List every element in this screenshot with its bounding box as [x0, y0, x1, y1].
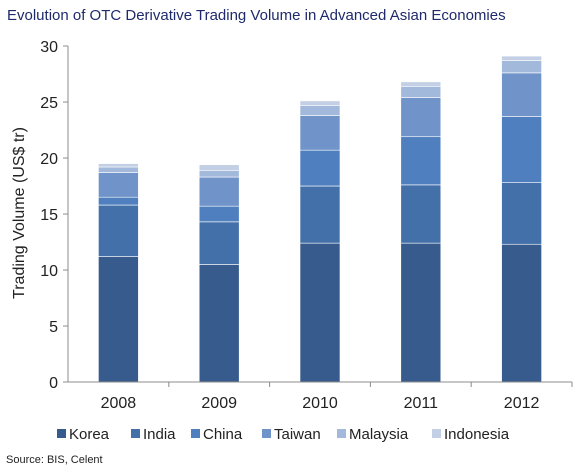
legend-label-china: China: [203, 426, 243, 443]
bar-segment-india-2012: [501, 182, 542, 245]
bar-segment-malaysia-2012: [501, 60, 542, 74]
y-tick-label: 0: [49, 375, 58, 392]
bar-segment-indonesia-2011: [400, 81, 442, 87]
bar-segment-taiwan-2012: [501, 72, 542, 117]
legend-swatch-india: [131, 429, 140, 438]
bar-segment-korea-2010: [299, 242, 341, 383]
bar-segment-korea-2012: [501, 243, 542, 383]
x-tick-label: 2010: [302, 395, 338, 412]
bar-segment-taiwan-2008: [98, 172, 139, 198]
bar-segment-taiwan-2011: [400, 97, 442, 138]
bar-segment-taiwan-2010: [299, 115, 341, 151]
y-tick-label: 20: [40, 151, 58, 168]
bar-segment-india-2010: [299, 185, 341, 244]
legend-label-indonesia: Indonesia: [444, 426, 510, 443]
legend-swatch-china: [191, 429, 200, 438]
bar-segment-korea-2011: [400, 242, 442, 383]
legend: Korea India China Taiwan Malaysia Indonesia: [57, 426, 510, 443]
legend-swatch-korea: [57, 429, 66, 438]
bar-segment-china-2012: [501, 116, 542, 183]
x-tick-label: 2012: [504, 395, 540, 412]
bar-segment-malaysia-2011: [400, 86, 442, 98]
bar-segment-indonesia-2008: [98, 163, 139, 168]
x-axis: 2008 2009 2010 2011 2012: [68, 381, 573, 412]
bar-segment-india-2008: [98, 204, 139, 257]
x-tick-label: 2011: [404, 395, 439, 412]
legend-label-india: India: [143, 426, 176, 443]
bar-segment-china-2008: [98, 196, 139, 206]
x-tick-label: 2009: [201, 395, 237, 412]
y-axis: 0 5 10 15 20 25 30: [40, 39, 69, 392]
y-tick-label: 15: [40, 207, 58, 224]
x-tick-label: 2008: [101, 395, 137, 412]
bar-segment-malaysia-2008: [98, 166, 139, 173]
bar-segment-china-2009: [198, 205, 240, 223]
y-tick-label: 10: [40, 263, 58, 280]
bar-segment-malaysia-2010: [299, 105, 341, 116]
bar-segment-indonesia-2010: [299, 100, 341, 106]
bar-segment-korea-2009: [198, 264, 240, 383]
chart-title: Evolution of OTC Derivative Trading Volu…: [7, 7, 506, 24]
bar-segment-indonesia-2012: [501, 55, 542, 61]
bar-segment-china-2010: [299, 149, 341, 187]
y-axis-label: Trading Volume (US$ tr): [11, 127, 28, 299]
legend-swatch-taiwan: [262, 429, 271, 438]
bar-segment-korea-2008: [98, 256, 139, 383]
source-note: Source: BIS, Celent: [6, 454, 103, 466]
bar-segment-china-2011: [400, 136, 442, 186]
legend-swatch-malaysia: [337, 429, 346, 438]
y-tick-label: 25: [40, 95, 58, 112]
y-tick-label: 30: [40, 39, 58, 56]
bar-segment-india-2009: [198, 221, 240, 265]
legend-label-taiwan: Taiwan: [274, 426, 321, 443]
bar-segment-indonesia-2009: [198, 164, 240, 171]
legend-label-korea: Korea: [69, 426, 110, 443]
bar-segment-india-2011: [400, 184, 442, 244]
legend-label-malaysia: Malaysia: [349, 426, 409, 443]
y-tick-label: 5: [49, 319, 58, 336]
bar-segment-taiwan-2009: [198, 176, 240, 207]
bar-segment-malaysia-2009: [198, 170, 240, 178]
legend-swatch-indonesia: [432, 429, 441, 438]
plot-area: [98, 55, 542, 383]
